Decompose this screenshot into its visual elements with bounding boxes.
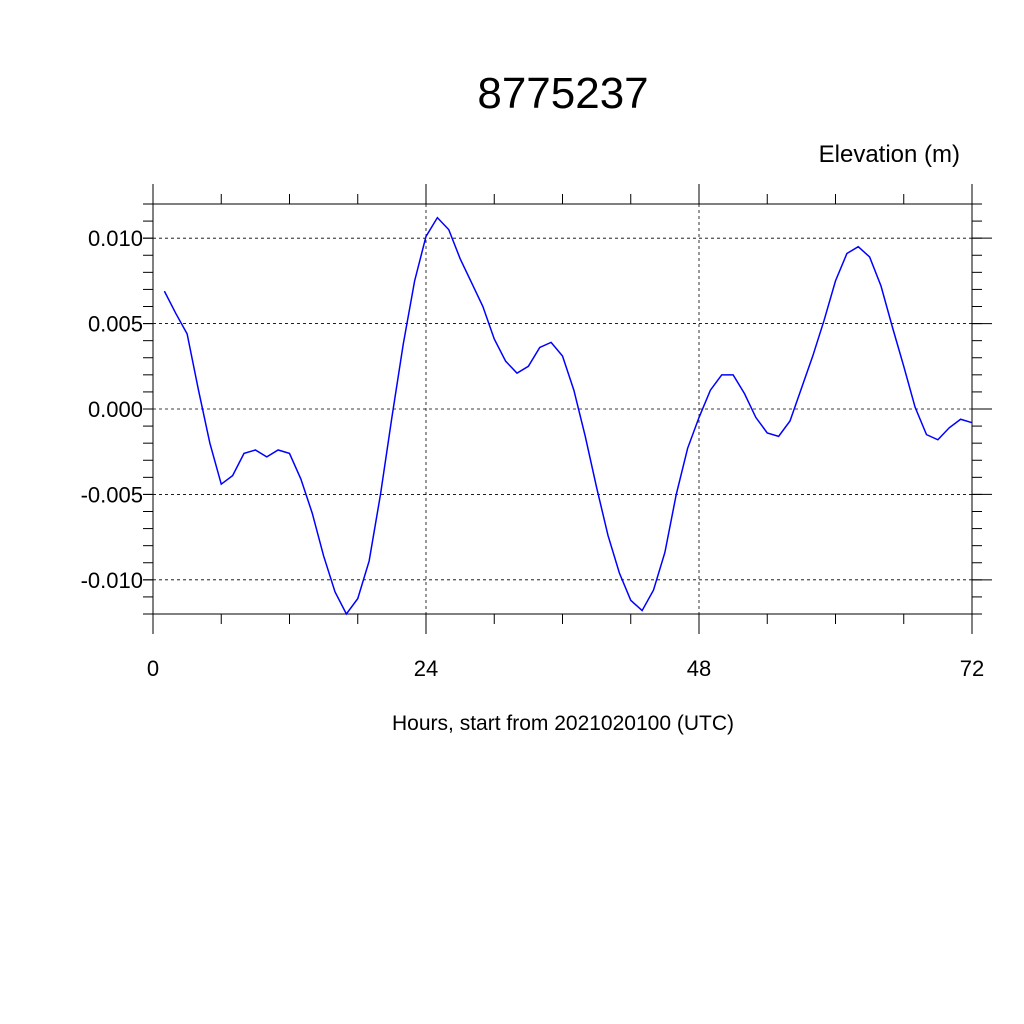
y-tick-label: -0.010 <box>81 568 143 593</box>
x-axis-label: Hours, start from 2021020100 (UTC) <box>392 712 734 735</box>
x-tick-label: 48 <box>687 656 711 681</box>
x-tick-label: 24 <box>414 656 438 681</box>
chart-title: 8775237 <box>477 69 648 118</box>
x-tick-label: 0 <box>147 656 159 681</box>
y-tick-label: 0.000 <box>88 397 143 422</box>
subtitle: Elevation (m) <box>819 141 960 168</box>
y-tick-label: -0.005 <box>81 482 143 507</box>
data-line <box>163 216 973 616</box>
y-tick-label: 0.010 <box>88 226 143 251</box>
x-tick-label: 72 <box>960 656 984 681</box>
plot-frame <box>152 203 973 615</box>
y-tick-label: 0.005 <box>88 312 143 337</box>
